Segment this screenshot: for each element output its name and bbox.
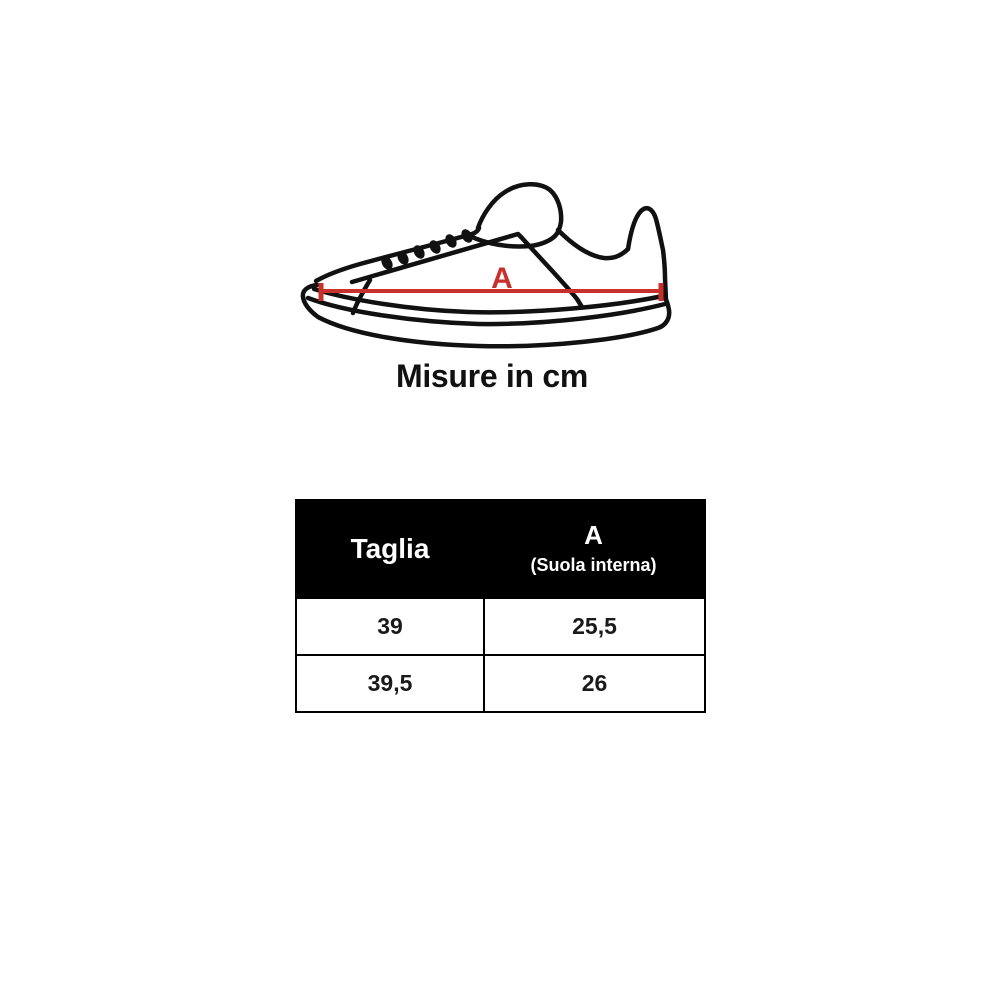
size-table-header-taglia: Taglia [297,501,483,597]
shoe-outline [300,182,672,349]
table-row-2-taglia: 39,5 [297,654,483,711]
table-row-1-suola: 25,5 [483,597,704,654]
table-row-2-suola: 26 [483,654,704,711]
measure-label: A [491,262,513,295]
size-table: Taglia A (Suola interna) 39 25,5 39,5 26 [295,499,706,713]
shoe-diagram: A [300,182,672,349]
table-row-1-taglia: 39 [297,597,483,654]
header-suola-interna-label: (Suola interna) [530,555,657,576]
header-a-label: A [584,520,603,551]
diagram-caption: Misure in cm [395,358,588,394]
size-table-header-suola: A (Suola interna) [483,501,704,597]
laces-icon [381,229,473,270]
measure-line [318,283,664,301]
header-taglia-label: Taglia [350,532,430,564]
